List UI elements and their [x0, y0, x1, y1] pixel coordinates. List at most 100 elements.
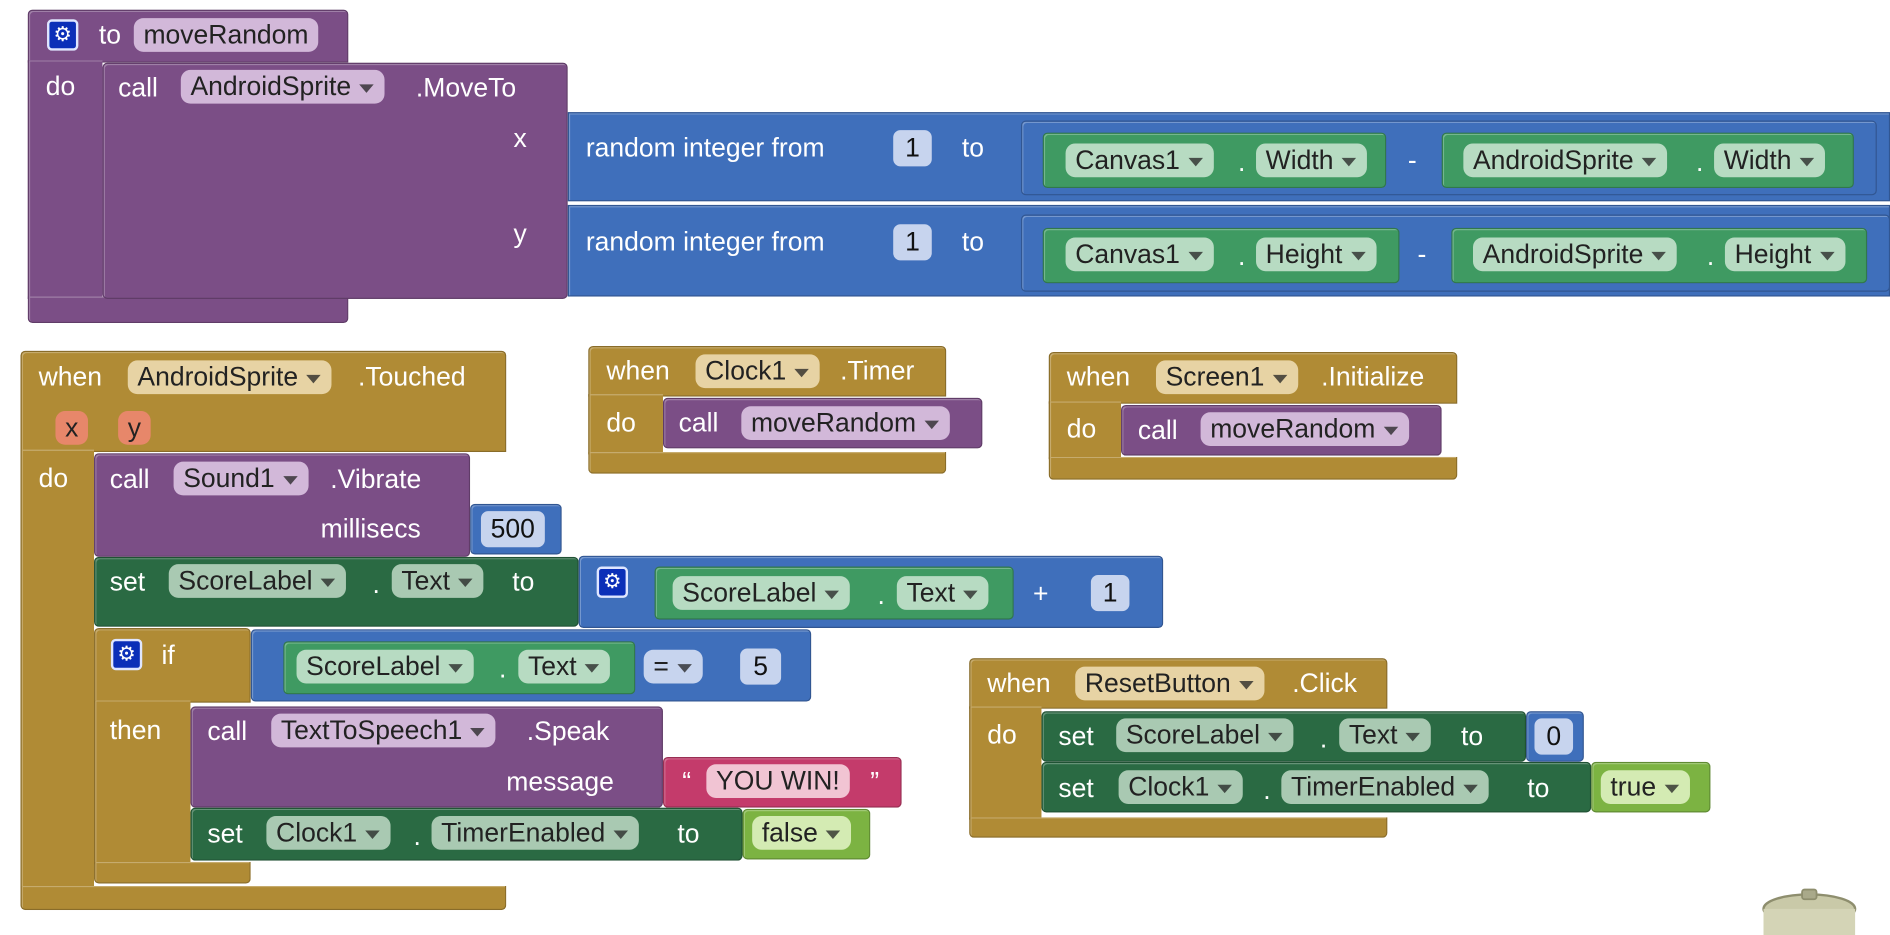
keyword-then: then: [109, 714, 162, 745]
dot-label: .: [1237, 147, 1246, 178]
add-number-field[interactable]: 1: [1090, 574, 1130, 612]
component-dropdown[interactable]: ScoreLabel: [296, 649, 475, 684]
keyword-when: when: [987, 667, 1051, 698]
procedure-dropdown[interactable]: moveRandom: [741, 406, 950, 440]
keyword-to: to: [1460, 720, 1484, 751]
keyword-to: to: [1527, 772, 1550, 803]
millisecs-number-field[interactable]: 500: [480, 511, 545, 548]
component-dropdown[interactable]: ScoreLabel: [1116, 718, 1294, 753]
property-dropdown[interactable]: Text: [391, 564, 484, 598]
event-label: .Initialize: [1321, 361, 1425, 392]
component-dropdown[interactable]: TextToSpeech1: [271, 713, 496, 748]
component-dropdown[interactable]: Clock1: [266, 816, 391, 850]
arg-y-label: y: [513, 218, 527, 249]
component-dropdown[interactable]: ScoreLabel: [168, 564, 347, 598]
keyword-to: to: [512, 566, 535, 597]
property-dropdown[interactable]: TimerEnabled: [1281, 770, 1489, 805]
component-dropdown[interactable]: Canvas1: [1065, 237, 1214, 272]
keyword-set: set: [1058, 772, 1094, 803]
dot-label: .: [877, 579, 885, 610]
dot-label: .: [1319, 723, 1328, 754]
event-label: .Timer: [840, 355, 915, 386]
keyword-call: call: [109, 464, 150, 495]
from-number-field[interactable]: 1: [893, 130, 932, 167]
keyword-set: set: [1058, 720, 1094, 751]
message-text-field[interactable]: YOU WIN!: [706, 764, 850, 798]
dot-label: .: [372, 568, 380, 600]
boolean-dropdown[interactable]: false: [752, 816, 852, 850]
event-label: .Click: [1292, 667, 1358, 698]
arg-millisecs-label: millisecs: [320, 513, 421, 544]
property-dropdown[interactable]: Text: [896, 576, 989, 610]
property-dropdown[interactable]: Height: [1256, 237, 1377, 272]
gear-icon[interactable]: ⚙: [110, 638, 143, 671]
param-x[interactable]: x: [55, 411, 88, 445]
keyword-do: do: [987, 719, 1017, 750]
keyword-call: call: [1137, 414, 1178, 445]
keyword-if: if: [161, 640, 175, 671]
component-dropdown[interactable]: AndroidSprite: [127, 360, 332, 395]
keyword-call: call: [207, 716, 248, 747]
keyword-do: do: [45, 71, 76, 102]
component-dropdown[interactable]: Canvas1: [1065, 143, 1214, 178]
procedure-name-field[interactable]: moveRandom: [133, 18, 319, 52]
dot-label: .: [1237, 241, 1246, 272]
arg-x-label: x: [513, 122, 527, 154]
to-label: to: [961, 132, 985, 163]
keyword-when: when: [606, 355, 670, 386]
component-dropdown[interactable]: Screen1: [1155, 360, 1299, 395]
quote-close: ”: [870, 766, 880, 797]
dot-label: .: [499, 653, 507, 684]
to-label: to: [961, 226, 985, 257]
dot-label: .: [413, 820, 421, 852]
property-dropdown[interactable]: Width: [1256, 143, 1368, 178]
arg-message-label: message: [506, 766, 614, 797]
component-dropdown[interactable]: ResetButton: [1075, 666, 1265, 701]
property-dropdown[interactable]: Text: [518, 649, 611, 684]
component-dropdown[interactable]: AndroidSprite: [180, 69, 385, 104]
dot-label: .: [1695, 147, 1704, 178]
minus-label: -: [1407, 144, 1417, 175]
keyword-to: to: [98, 19, 121, 50]
procedure-dropdown[interactable]: moveRandom: [1200, 412, 1410, 446]
keyword-do: do: [1066, 413, 1097, 444]
from-number-field[interactable]: 1: [893, 224, 932, 261]
compare-number-field[interactable]: 5: [740, 648, 782, 685]
gear-icon[interactable]: ⚙: [47, 19, 79, 51]
component-dropdown[interactable]: AndroidSprite: [1472, 237, 1678, 272]
dot-label: .: [1706, 241, 1715, 272]
method-label: .MoveTo: [415, 72, 517, 103]
operator-dropdown[interactable]: =: [643, 649, 703, 684]
property-dropdown[interactable]: Text: [1339, 718, 1432, 753]
property-dropdown[interactable]: Height: [1724, 237, 1845, 272]
gear-icon[interactable]: ⚙: [596, 566, 629, 598]
keyword-set: set: [207, 818, 243, 849]
trash-can-icon[interactable]: [1759, 887, 1860, 935]
method-label: .Speak: [526, 716, 610, 747]
dot-label: .: [1263, 775, 1271, 806]
random-label: random integer from: [585, 226, 825, 257]
component-dropdown[interactable]: Clock1: [1118, 770, 1244, 805]
component-dropdown[interactable]: Sound1: [173, 461, 309, 496]
zero-number-field[interactable]: 0: [1534, 718, 1574, 755]
keyword-call: call: [678, 407, 719, 438]
param-y[interactable]: y: [118, 411, 151, 445]
property-dropdown[interactable]: Width: [1714, 143, 1826, 178]
boolean-dropdown[interactable]: true: [1600, 770, 1690, 805]
keyword-set: set: [109, 566, 146, 597]
keyword-when: when: [1066, 361, 1131, 392]
component-dropdown[interactable]: ScoreLabel: [672, 576, 851, 610]
keyword-do: do: [606, 407, 636, 438]
minus-label: -: [1417, 238, 1427, 269]
plus-label: +: [1033, 578, 1049, 609]
component-dropdown[interactable]: AndroidSprite: [1463, 143, 1668, 178]
keyword-to: to: [677, 818, 700, 849]
keyword-call: call: [118, 72, 158, 103]
component-dropdown[interactable]: Clock1: [695, 354, 820, 389]
random-label: random integer from: [585, 132, 825, 163]
quote-open: “: [682, 766, 692, 797]
property-dropdown[interactable]: TimerEnabled: [431, 816, 640, 850]
keyword-do: do: [38, 462, 69, 494]
event-label: .Touched: [358, 361, 466, 392]
